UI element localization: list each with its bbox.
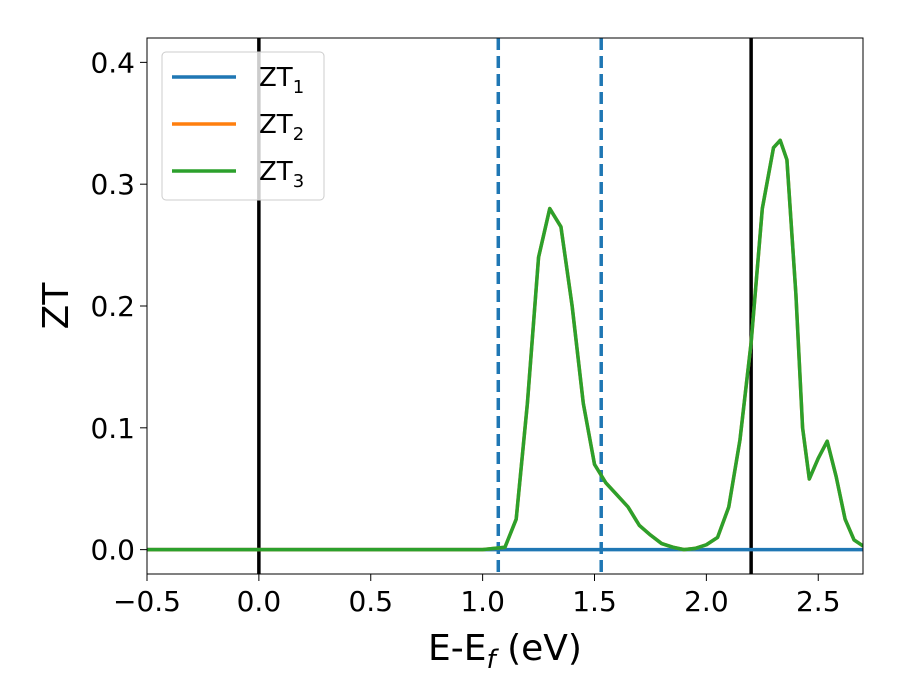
x-axis-label: E-Ef (eV) — [428, 628, 582, 675]
y-tick-label: 0.1 — [90, 412, 135, 445]
x-tick-label: 0.5 — [348, 585, 393, 618]
x-axis-ticks: −0.5 0.0 0.5 1.0 1.5 2.0 2.5 — [113, 574, 841, 618]
y-axis-label: ZT — [36, 282, 77, 330]
y-axis-ticks: 0.0 0.1 0.2 0.3 0.4 — [90, 46, 147, 567]
y-tick-label: 0.3 — [90, 168, 135, 201]
legend-label-3: ZT3 — [259, 157, 304, 192]
vertical-lines — [257, 38, 753, 574]
legend-label-1: ZT1 — [259, 63, 304, 98]
legend-label-2: ZT2 — [259, 110, 304, 145]
y-tick-label: 0.4 — [90, 46, 135, 79]
x-tick-label: 2.0 — [684, 585, 729, 618]
series-lines — [147, 138, 863, 552]
series-line-3 — [147, 138, 863, 552]
legend: ZT1 ZT2 ZT3 — [161, 51, 325, 201]
x-tick-label: 2.5 — [796, 585, 841, 618]
series-line-2 — [147, 138, 863, 552]
legend-box — [161, 51, 325, 201]
y-tick-label: 0.0 — [90, 534, 135, 567]
x-tick-label: 1.0 — [460, 585, 505, 618]
y-tick-label: 0.2 — [90, 290, 135, 323]
x-tick-label: −0.5 — [113, 585, 181, 618]
x-tick-label: 0.0 — [237, 585, 282, 618]
x-tick-label: 1.5 — [572, 585, 617, 618]
